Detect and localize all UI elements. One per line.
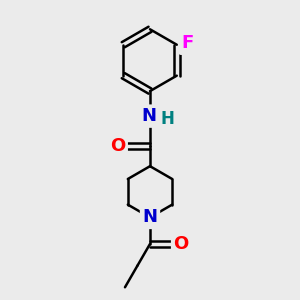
Text: N: N xyxy=(141,107,156,125)
Text: O: O xyxy=(110,136,125,154)
Text: F: F xyxy=(181,34,193,52)
Text: N: N xyxy=(142,208,158,226)
Text: O: O xyxy=(174,235,189,253)
Text: H: H xyxy=(160,110,174,128)
